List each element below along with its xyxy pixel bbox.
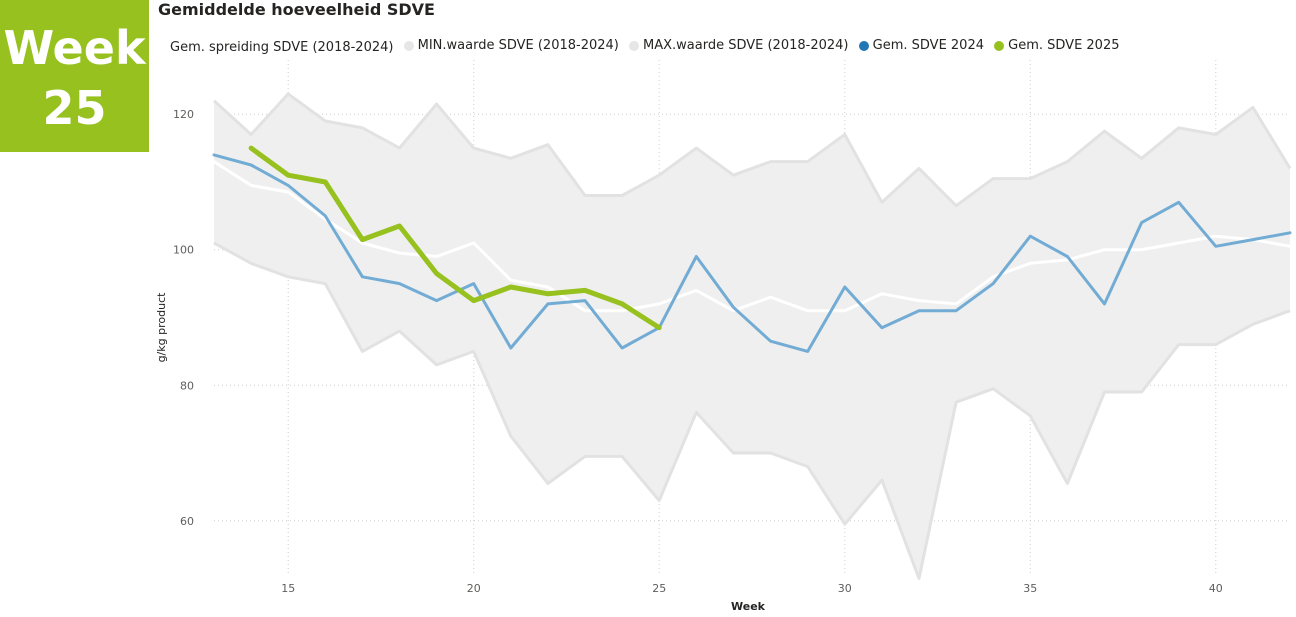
legend-dot-max: [629, 40, 639, 51]
legend-dot-2025: [994, 40, 1005, 51]
x-tick-label: 20: [467, 582, 481, 595]
x-tick-label: 40: [1209, 582, 1223, 595]
legend-label-2025: Gem. SDVE 2025: [1008, 38, 1120, 53]
x-tick-label: 30: [838, 582, 852, 595]
y-tick-label: 80: [180, 379, 194, 392]
week-badge-label: Week: [3, 21, 146, 75]
x-tick-label: 35: [1023, 582, 1037, 595]
chart-title: Gemiddelde hoeveelheid SDVE: [158, 0, 435, 19]
minmax-band: [214, 93, 1290, 579]
legend-label-2024: Gem. SDVE 2024: [872, 38, 984, 53]
legend-dot-min: [403, 40, 414, 51]
week-badge: Week 25: [0, 0, 149, 152]
legend-item-spreiding[interactable]: Gem. spreiding SDVE (2018-2024): [170, 40, 393, 55]
max-line: [212, 92, 1292, 208]
legend-item-2025[interactable]: Gem. SDVE 2025: [994, 38, 1120, 53]
legend-label-min: MIN.waarde SDVE (2018-2024): [417, 38, 619, 53]
series-line-spreiding[interactable]: [212, 160, 1292, 313]
x-axis-label: Week: [731, 600, 766, 613]
legend-label-spreiding: Gem. spreiding SDVE (2018-2024): [170, 39, 394, 55]
week-badge-number: 25: [42, 81, 107, 135]
series-line-2025[interactable]: [248, 145, 662, 331]
y-tick-label: 120: [173, 108, 194, 121]
min-line: [213, 241, 1291, 580]
legend-dot-2024: [858, 40, 869, 51]
y-tick-label: 60: [180, 515, 194, 528]
x-tick-label: 25: [652, 582, 666, 595]
legend-item-max[interactable]: MAX.waarde SDVE (2018-2024): [629, 38, 849, 53]
legend-item-min[interactable]: MIN.waarde SDVE (2018-2024): [403, 38, 619, 53]
series-line-2024[interactable]: [212, 153, 1292, 353]
x-tick-label: 15: [281, 582, 295, 595]
legend-label-max: MAX.waarde SDVE (2018-2024): [643, 38, 849, 53]
y-axis-label: g/kg product: [155, 292, 168, 363]
chart-legend: Gem. spreiding SDVE (2018-2024) MIN.waar…: [170, 38, 1126, 55]
y-tick-label: 100: [173, 244, 194, 257]
legend-item-2024[interactable]: Gem. SDVE 2024: [858, 38, 984, 53]
